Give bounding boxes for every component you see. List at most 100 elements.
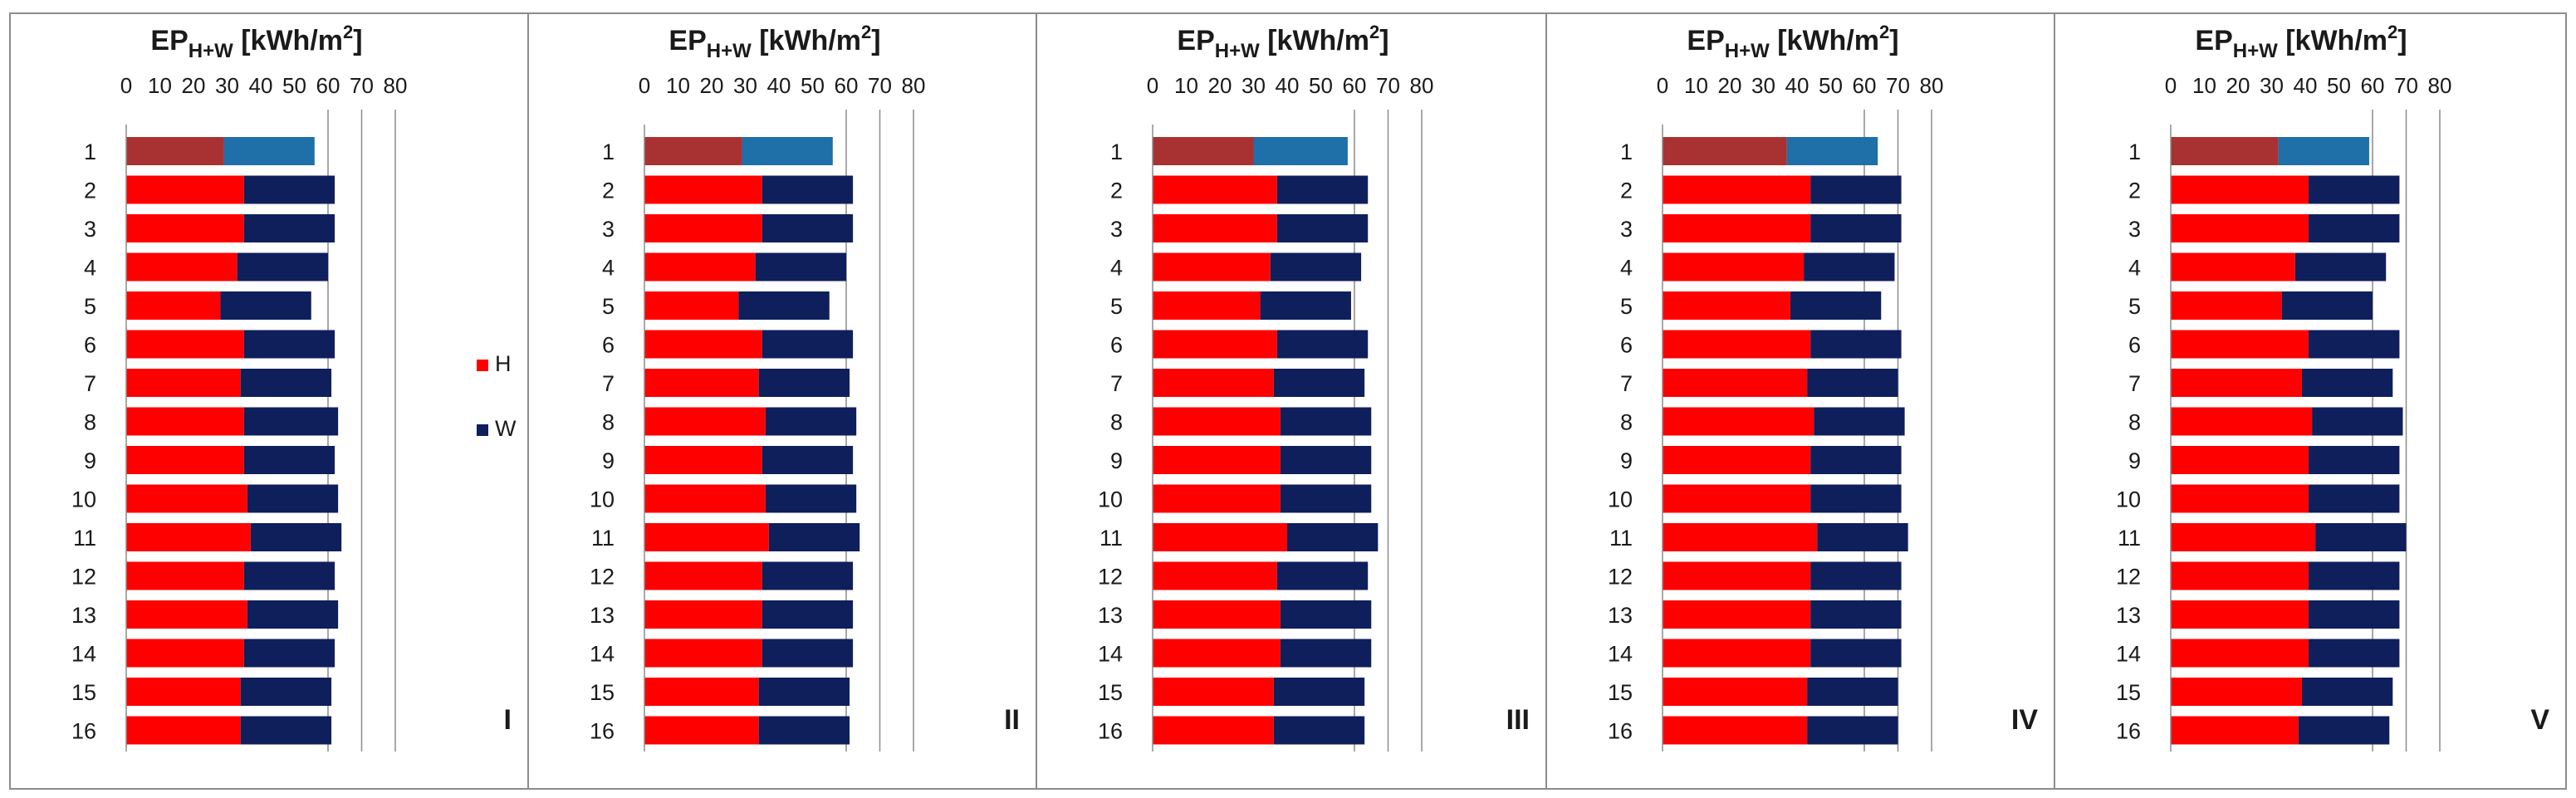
bar-W-row-11 — [2315, 523, 2407, 551]
chart-title-unit: [kWh/m — [233, 25, 343, 56]
bar-H-row-3 — [2171, 214, 2309, 242]
category-label: 5 — [1110, 294, 1123, 319]
category-label: 11 — [1099, 526, 1123, 551]
category-label: 7 — [1110, 371, 1123, 396]
chart-title: EPH+W [kWh/m2] — [668, 22, 880, 62]
bar-W-row-10 — [1810, 484, 1902, 513]
chart-title-unit-close: ] — [353, 25, 362, 56]
bar-W-row-2 — [243, 175, 335, 204]
bar-H-row-16 — [1153, 716, 1274, 745]
chart-title-unit-superscript: 2 — [1369, 22, 1379, 42]
x-tick-label: 30 — [215, 73, 239, 98]
chart-title-subscript: H+W — [1215, 40, 1260, 62]
category-label: 15 — [1608, 680, 1633, 705]
bar-H-row-7 — [126, 369, 241, 397]
bar-W-row-14 — [762, 639, 854, 668]
category-label: 6 — [84, 333, 96, 358]
bar-H-row-13 — [644, 600, 762, 629]
category-label: 2 — [1110, 179, 1123, 203]
x-tick-label: 40 — [2294, 73, 2318, 98]
bar-W-row-7 — [240, 369, 332, 397]
bar-H-row-14 — [2171, 639, 2309, 668]
category-label: 15 — [590, 680, 615, 705]
bar-H-row-12 — [1663, 561, 1811, 590]
bar-W-row-16 — [1807, 716, 1898, 745]
bar-H-row-10 — [2171, 484, 2309, 513]
bar-W-row-4 — [1804, 252, 1895, 282]
bar-W-row-16 — [240, 716, 332, 745]
bar-W-row-8 — [243, 407, 339, 436]
bar-W-row-3 — [762, 214, 854, 242]
bar-W-row-12 — [1276, 561, 1369, 590]
bar-W-row-15 — [1807, 678, 1898, 706]
x-tick-label: 20 — [1718, 73, 1742, 98]
bar-H-row-12 — [126, 561, 244, 590]
chart-title-subscript: H+W — [189, 40, 233, 62]
bar-W-row-6 — [2309, 330, 2400, 359]
bar-H-row-1 — [1153, 137, 1254, 165]
bar-W-row-5 — [1790, 291, 1882, 320]
category-label: 8 — [602, 410, 615, 435]
x-tick-label: 20 — [700, 73, 724, 98]
bar-H-row-4 — [1663, 252, 1805, 282]
bar-H-row-5 — [126, 291, 221, 320]
chart-title-unit-close: ] — [1379, 25, 1388, 56]
category-label: 8 — [84, 410, 96, 435]
chart-title-unit-superscript: 2 — [1879, 22, 1889, 42]
category-label: 16 — [590, 719, 615, 744]
panel-label: IV — [2011, 704, 2038, 736]
bar-W-row-4 — [1270, 252, 1362, 282]
x-tick-label: 30 — [1241, 73, 1266, 98]
chart-title-unit-close: ] — [871, 25, 880, 56]
bar-H-row-1 — [2171, 137, 2279, 165]
category-label: 3 — [1620, 217, 1633, 242]
category-label: 4 — [602, 256, 615, 281]
bar-W-row-3 — [243, 214, 335, 242]
category-label: 13 — [590, 603, 615, 628]
chart-title-main: EP — [150, 25, 188, 56]
x-tick-label: 70 — [1376, 73, 1400, 98]
chart-title-unit: [kWh/m — [1770, 25, 1879, 56]
category-label: 12 — [1098, 565, 1123, 590]
bar-H-row-3 — [1663, 214, 1811, 242]
chart-title: EPH+W [kWh/m2] — [1687, 22, 1898, 62]
bar-H-row-10 — [1663, 484, 1811, 513]
bar-W-row-12 — [1810, 561, 1902, 590]
category-label: 11 — [1609, 526, 1633, 551]
x-tick-label: 80 — [902, 73, 926, 98]
bar-W-row-5 — [738, 291, 830, 320]
bar-W-row-15 — [758, 678, 850, 706]
x-tick-label: 30 — [733, 73, 757, 98]
bar-W-row-8 — [1814, 407, 1905, 436]
category-label: 2 — [84, 179, 96, 203]
category-label: 7 — [2128, 371, 2141, 396]
x-tick-label: 0 — [1657, 73, 1668, 98]
category-label: 8 — [1620, 410, 1633, 435]
bar-H-row-6 — [1153, 330, 1277, 359]
bar-H-row-8 — [1153, 407, 1281, 436]
bar-H-row-11 — [1663, 523, 1818, 551]
x-tick-label: 20 — [182, 73, 206, 98]
x-tick-label: 80 — [2428, 73, 2452, 98]
bar-W-row-5 — [1260, 291, 1351, 320]
bar-H-row-14 — [1663, 639, 1811, 668]
bar-H-row-7 — [2171, 369, 2302, 397]
chart-panel-V: EPH+W [kWh/m2]0 10 20 30 40 50 60 70 80123456789… — [2116, 22, 2549, 751]
bar-H-row-4 — [644, 252, 756, 282]
bar-W-row-10 — [765, 484, 857, 513]
bar-W-row-8 — [765, 407, 857, 436]
panel-label: II — [1004, 704, 1020, 736]
category-label: 9 — [84, 448, 96, 473]
bar-W-row-9 — [1280, 446, 1372, 474]
chart-title-main: EP — [2195, 25, 2232, 56]
bar-H-row-2 — [126, 175, 244, 204]
bar-H-row-2 — [1153, 175, 1277, 204]
bar-W-row-2 — [762, 175, 854, 204]
category-label: 13 — [1098, 603, 1123, 628]
bar-W-row-7 — [1807, 369, 1898, 397]
category-label: 1 — [84, 140, 96, 164]
panel-label: III — [1506, 704, 1530, 736]
bar-H-row-7 — [1153, 369, 1274, 397]
bar-H-row-5 — [2171, 291, 2282, 320]
chart-title-unit: [kWh/m — [2278, 25, 2387, 56]
